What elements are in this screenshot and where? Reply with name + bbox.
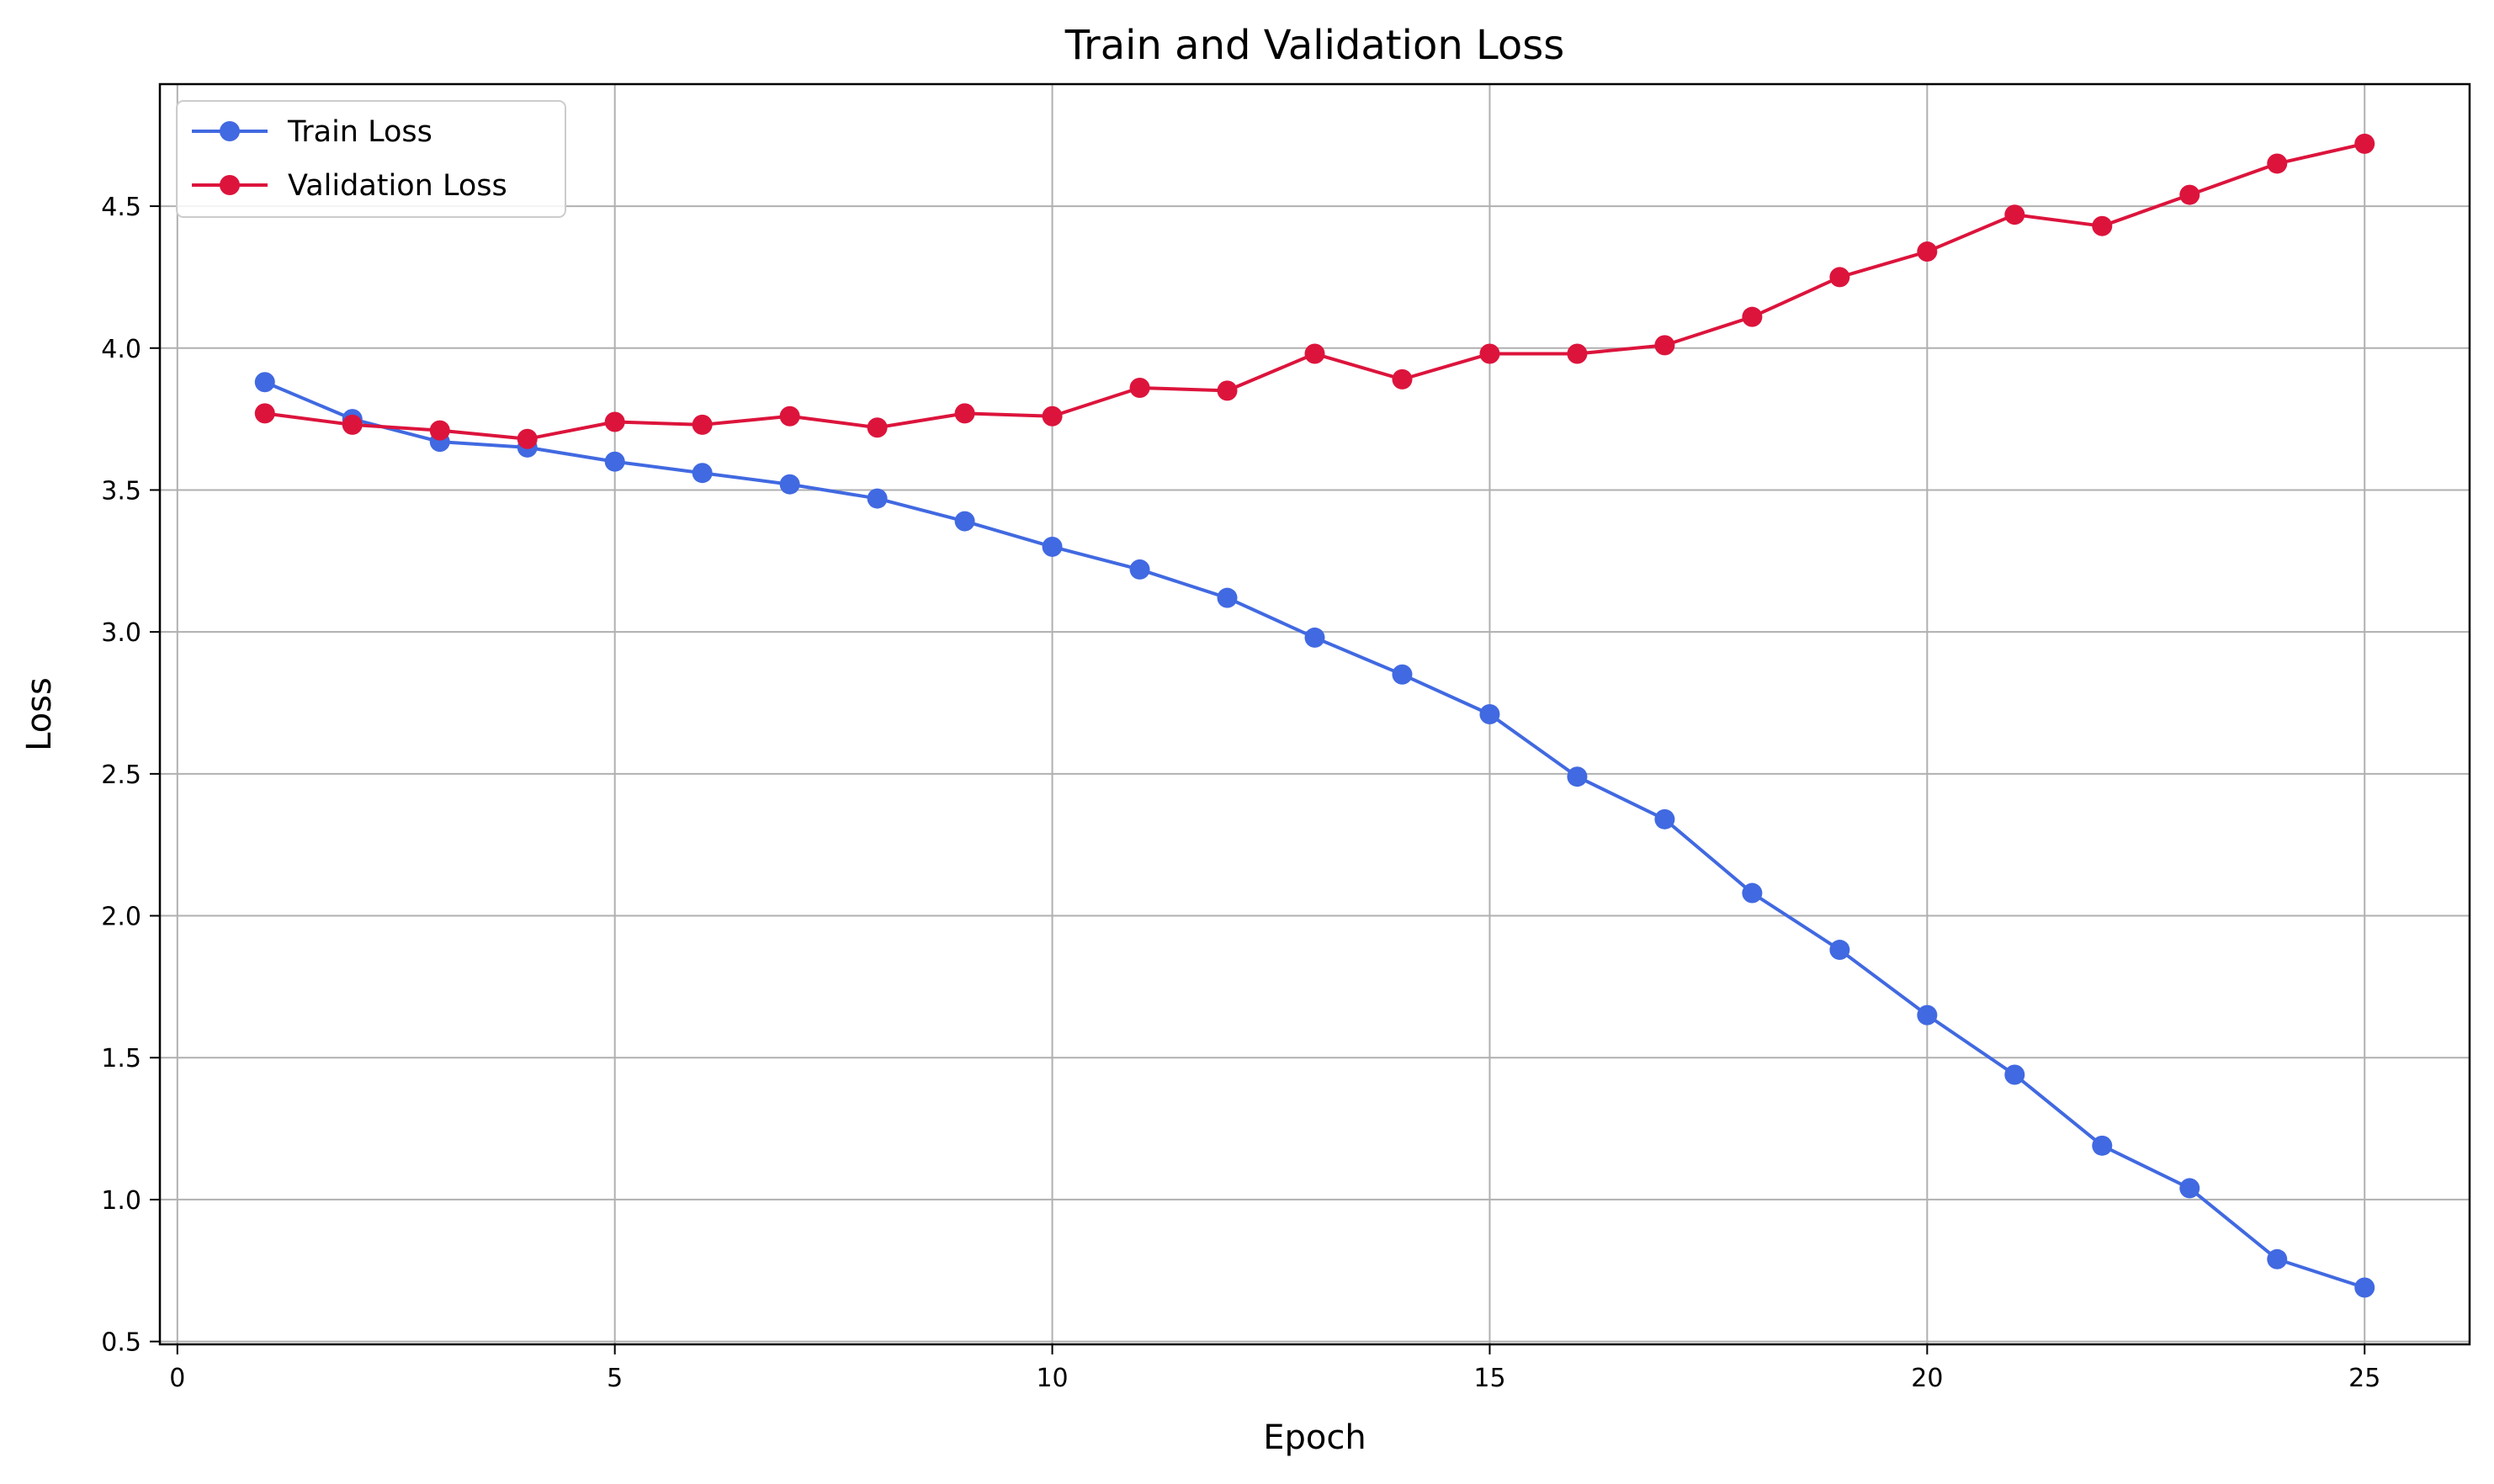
data-point — [2092, 215, 2113, 236]
data-point — [2004, 204, 2025, 225]
x-axis-title: Epoch — [1263, 1418, 1366, 1457]
data-point — [1392, 368, 1413, 390]
data-point — [867, 488, 888, 509]
legend-item: Validation Loss — [192, 169, 507, 203]
data-point — [254, 403, 275, 424]
y-tick-label: 0.5 — [101, 1328, 141, 1358]
series-validation-loss — [254, 133, 2375, 449]
data-point — [1917, 1004, 1938, 1026]
legend-label: Validation Loss — [288, 169, 507, 203]
data-point — [1217, 380, 1238, 401]
data-point — [1742, 882, 1763, 904]
data-point — [1129, 559, 1150, 580]
legend-label: Train Loss — [287, 115, 432, 149]
data-point — [779, 405, 800, 427]
data-point — [254, 372, 275, 393]
legend: Train Loss Validation Loss — [176, 100, 566, 218]
x-tick-label: 15 — [1473, 1364, 1505, 1393]
x-tick-label: 0 — [169, 1364, 185, 1393]
data-point — [1917, 241, 1938, 262]
data-point — [517, 428, 538, 449]
data-point — [1567, 343, 1588, 364]
series-group — [254, 133, 2375, 1298]
data-point — [1829, 267, 1850, 288]
data-point — [1304, 627, 1325, 648]
legend-item: Train Loss — [192, 115, 432, 149]
data-point — [692, 463, 713, 484]
plot-frame — [158, 82, 2471, 1346]
data-point — [2092, 1135, 2113, 1156]
x-tick-label: 5 — [607, 1364, 623, 1393]
data-point — [2354, 1277, 2375, 1298]
data-point — [1042, 405, 1063, 427]
data-point — [429, 420, 450, 441]
data-point — [2354, 133, 2375, 154]
chart-title: Train and Validation Loss — [1064, 22, 1565, 69]
data-point — [342, 414, 363, 435]
y-tick-label: 2.0 — [101, 903, 141, 932]
data-point — [2004, 1064, 2025, 1085]
data-point — [1479, 343, 1500, 364]
y-tick-label: 4.5 — [101, 193, 141, 222]
x-axis-ticks: 0 5 10 15 20 25 — [169, 1344, 2380, 1393]
data-point — [1742, 306, 1763, 327]
data-point — [1392, 664, 1413, 685]
data-point — [867, 417, 888, 438]
y-tick-label: 1.0 — [101, 1186, 141, 1216]
legend-box — [176, 100, 566, 218]
data-point — [1829, 940, 1850, 961]
data-point — [1567, 766, 1588, 787]
y-tick-label: 1.5 — [101, 1044, 141, 1073]
data-point — [1304, 343, 1325, 364]
data-point — [1129, 378, 1150, 399]
x-tick-label: 10 — [1036, 1364, 1068, 1393]
y-tick-label: 3.0 — [101, 618, 141, 648]
data-point — [1217, 587, 1238, 608]
x-tick-label: 25 — [2348, 1364, 2380, 1393]
data-point — [692, 414, 713, 435]
y-tick-label: 3.5 — [101, 476, 141, 506]
data-point — [1042, 536, 1063, 557]
y-tick-label: 2.5 — [101, 761, 141, 790]
y-axis-ticks: 0.5 1.0 1.5 2.0 2.5 3.0 3.5 4.0 4.5 — [101, 193, 160, 1358]
data-point — [604, 411, 625, 432]
x-tick-label: 20 — [1911, 1364, 1943, 1393]
data-point — [779, 474, 800, 495]
legend-marker — [220, 121, 240, 141]
legend-marker — [220, 175, 240, 195]
data-point — [954, 511, 975, 532]
data-point — [2179, 1178, 2200, 1199]
y-axis-title: Loss — [20, 677, 59, 751]
data-point — [1479, 704, 1500, 724]
y-tick-label: 4.0 — [101, 335, 141, 364]
data-point — [2179, 184, 2200, 205]
data-point — [604, 451, 625, 472]
data-point — [2267, 1248, 2288, 1269]
data-point — [1654, 808, 1675, 829]
data-point — [1654, 335, 1675, 356]
series-train-loss — [254, 372, 2375, 1298]
data-point — [954, 403, 975, 424]
data-point — [2267, 153, 2288, 174]
